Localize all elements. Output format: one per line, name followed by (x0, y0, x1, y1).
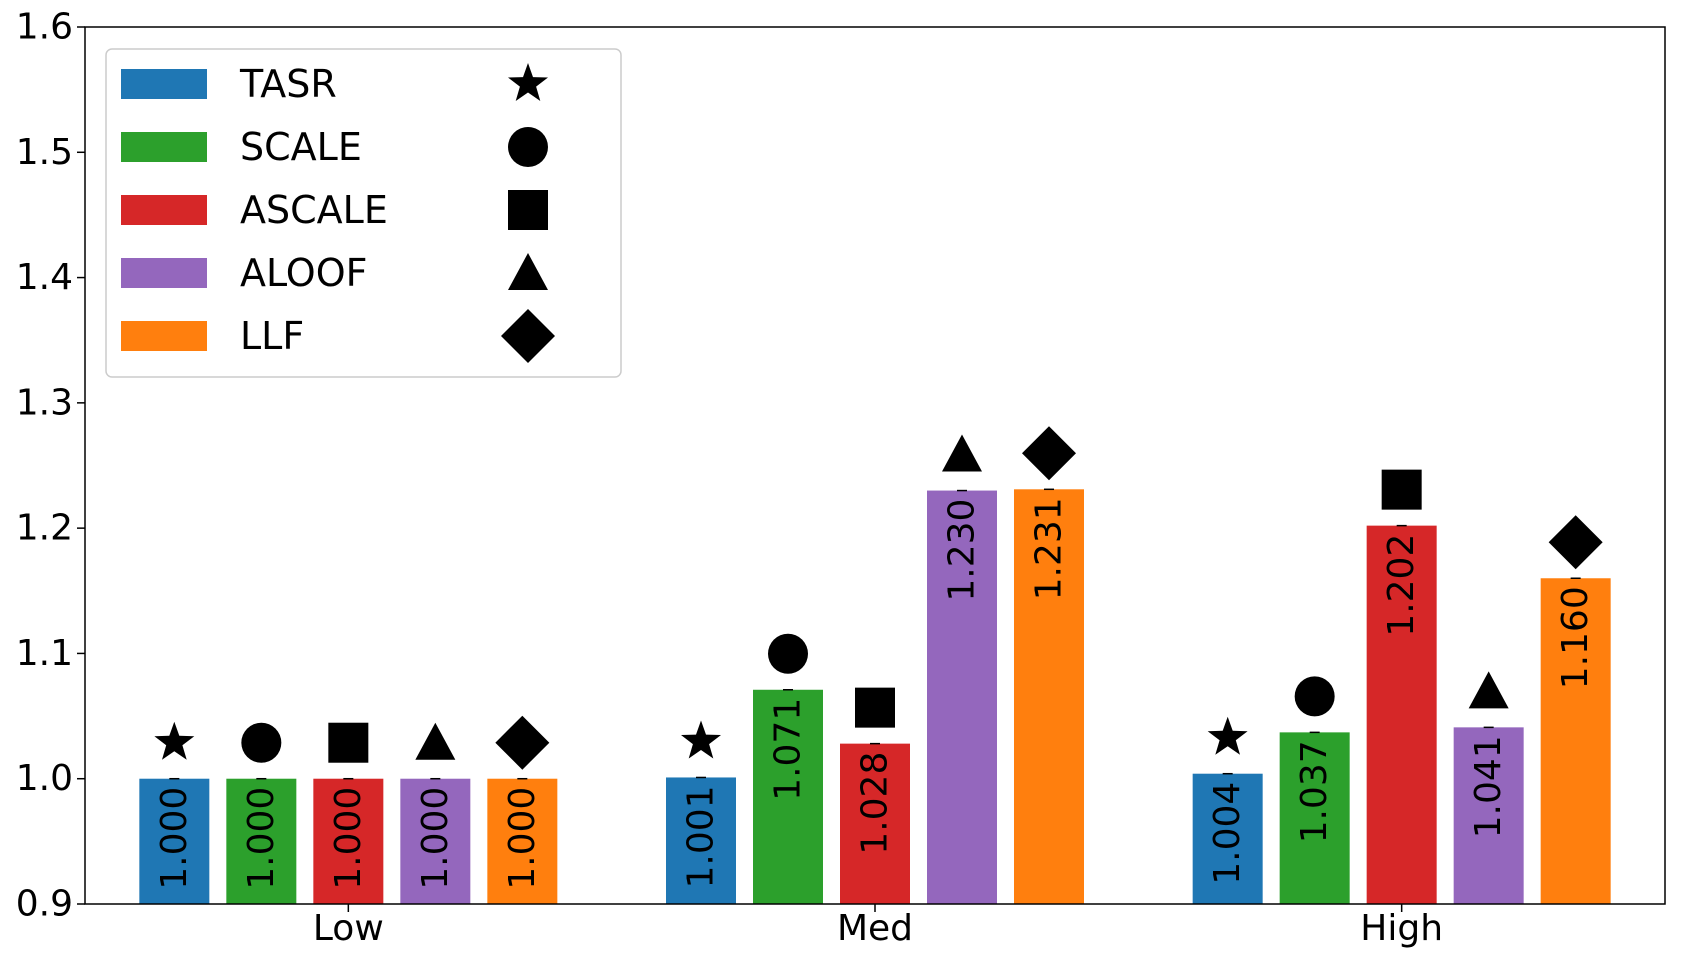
y-tick-label: 1.1 (16, 633, 73, 674)
y-tick-label: 1.3 (16, 382, 73, 423)
bar-value-label: 1.037 (1294, 740, 1335, 843)
triangle-marker (942, 434, 982, 472)
bar-aloof (400, 778, 471, 904)
diamond-marker (1548, 515, 1603, 570)
circle-marker (241, 722, 282, 763)
x-tick-label: High (1360, 908, 1443, 949)
bar-value-label: 1.001 (681, 785, 722, 888)
bar-value-label: 1.028 (855, 752, 896, 855)
legend-label: ALOOF (240, 251, 368, 295)
legend-frame (105, 48, 622, 378)
legend-label: LLF (240, 314, 304, 358)
diamond-marker (1022, 426, 1076, 481)
bar-tasr (139, 778, 210, 904)
y-tick-label: 1.2 (16, 508, 73, 549)
bar-value-label: 1.000 (328, 787, 369, 890)
legend-square-marker (508, 190, 548, 230)
y-tick-label: 1.6 (16, 7, 73, 48)
triangle-marker (1468, 671, 1509, 709)
bar-aloof (927, 490, 997, 904)
square-marker (855, 687, 895, 728)
x-tick-label: Med (837, 908, 913, 949)
bar-value-label: 1.071 (768, 698, 809, 801)
circle-marker (1294, 676, 1335, 717)
bar-value-label: 1.160 (1555, 586, 1596, 689)
bar-value-label: 1.000 (415, 787, 456, 890)
bar-value-label: 1.230 (942, 499, 983, 602)
legend-diamond-marker (501, 309, 555, 363)
bar-value-label: 1.000 (154, 787, 195, 890)
bar-scale (226, 778, 297, 904)
legend-swatch-scale (121, 132, 207, 162)
legend-circle-marker (508, 127, 548, 167)
legend-swatch-ascale (121, 195, 207, 225)
star-marker (681, 720, 721, 759)
bars-layer (139, 488, 1611, 904)
bar-llf (1540, 578, 1611, 904)
bar-value-label: 1.000 (241, 787, 282, 890)
circle-marker (768, 633, 808, 674)
legend-triangle-marker (508, 253, 548, 290)
bar-ascale (1366, 525, 1437, 904)
bar-value-label: 1.004 (1207, 782, 1248, 885)
bar-ascale (840, 743, 910, 904)
y-tick-label: 1.4 (16, 257, 73, 298)
legend-label: ASCALE (240, 188, 388, 232)
legend-star-marker (508, 63, 548, 101)
legend-label: SCALE (240, 125, 362, 169)
square-marker (328, 722, 369, 763)
bar-scale (1279, 732, 1350, 904)
bar-value-label: 1.000 (502, 787, 543, 890)
legend-label: TASR (239, 62, 337, 106)
bar-llf (487, 778, 558, 904)
bar-value-label: 1.202 (1381, 534, 1422, 637)
bar-aloof (1453, 727, 1524, 904)
legend-swatch-tasr (121, 69, 207, 99)
bar-scale (753, 689, 823, 904)
y-tick-label: 0.9 (16, 884, 73, 925)
square-marker (1381, 469, 1422, 510)
y-axis: 0.9 1.0 1.1 1.2 1.3 1.4 1.5 1.6 (16, 7, 85, 925)
markers-layer (154, 426, 1603, 770)
bar-llf (1014, 489, 1084, 904)
star-marker (1207, 716, 1248, 755)
bar-labels-layer: 1.000 1.000 1.000 1.000 1.000 1.001 1.071 1.028… (154, 497, 1596, 889)
bar-value-label: 1.041 (1468, 735, 1509, 838)
legend-swatch-aloof (121, 258, 207, 288)
y-tick-label: 1.0 (16, 758, 73, 799)
bar-value-label: 1.231 (1029, 497, 1070, 600)
x-tick-label: Low (313, 908, 384, 949)
bar-ascale (313, 778, 384, 904)
bar-tasr (1192, 773, 1263, 904)
diamond-marker (495, 715, 550, 770)
legend: TASR SCALE ASCALE ALOOF LLF (105, 48, 622, 378)
star-marker (154, 721, 195, 760)
x-axis: Low Med High (313, 904, 1443, 949)
bar-tasr (666, 777, 736, 904)
y-tick-label: 1.5 (16, 132, 73, 173)
triangle-marker (415, 722, 456, 760)
legend-swatch-llf (121, 321, 207, 351)
